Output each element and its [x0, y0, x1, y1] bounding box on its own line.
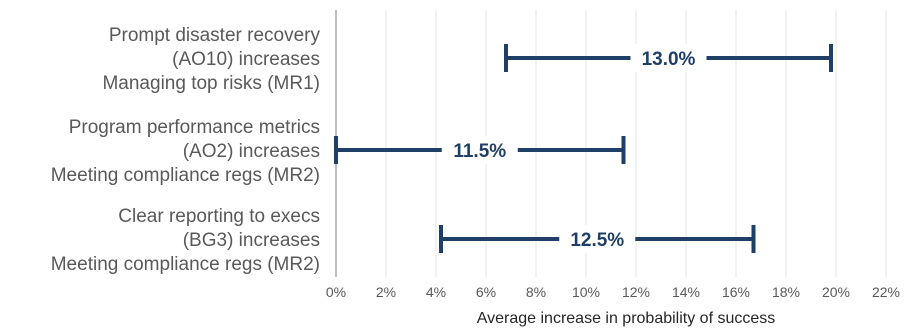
range-bar: 12.5%	[439, 225, 756, 253]
category-label-line: (AO2) increases	[183, 141, 320, 162]
x-tick-label: 8%	[526, 284, 546, 300]
range-bar: 11.5%	[334, 136, 626, 164]
category-label-line: Meeting compliance regs (MR2)	[51, 165, 320, 186]
category-label-line: Managing top risks (MR1)	[102, 73, 320, 94]
data-label-background	[559, 225, 636, 253]
category-label-line: Program performance metrics	[69, 117, 320, 138]
data-label-background	[630, 44, 707, 72]
category-labels: Prompt disaster recovery (AO10) increases…	[51, 25, 321, 275]
x-tick-label: 22%	[872, 284, 900, 300]
x-tick-label: 0%	[326, 284, 346, 300]
category-label-line: Meeting compliance regs (MR2)	[51, 254, 320, 275]
category-label-line: (BG3) increases	[183, 230, 320, 251]
x-tick-labels: 0% 2% 4% 6% 8% 10% 12% 14% 16% 18% 20% 22%	[326, 284, 900, 300]
category-label-line: (AO10) increases	[172, 49, 320, 70]
x-tick-label: 4%	[426, 284, 446, 300]
x-axis-label: Average increase in probability of succe…	[477, 310, 776, 327]
category-label-line: Clear reporting to execs	[118, 206, 320, 227]
x-tick-label: 2%	[376, 284, 396, 300]
x-tick-label: 10%	[572, 284, 600, 300]
data-label: 13.0%	[642, 49, 696, 70]
x-tick-label: 20%	[822, 284, 850, 300]
range-bar: 13.0%	[504, 44, 833, 72]
data-label: 12.5%	[570, 230, 624, 251]
range-bars: 13.0% 11.5% 12.5%	[334, 44, 833, 253]
x-tick-label: 18%	[772, 284, 800, 300]
x-tick-label: 12%	[622, 284, 650, 300]
data-label: 11.5%	[453, 141, 506, 162]
x-tick-label: 6%	[476, 284, 496, 300]
x-tick-label: 16%	[722, 284, 750, 300]
x-tick-label: 14%	[672, 284, 700, 300]
category-label-line: Prompt disaster recovery	[109, 25, 321, 46]
data-label-background	[441, 136, 518, 164]
